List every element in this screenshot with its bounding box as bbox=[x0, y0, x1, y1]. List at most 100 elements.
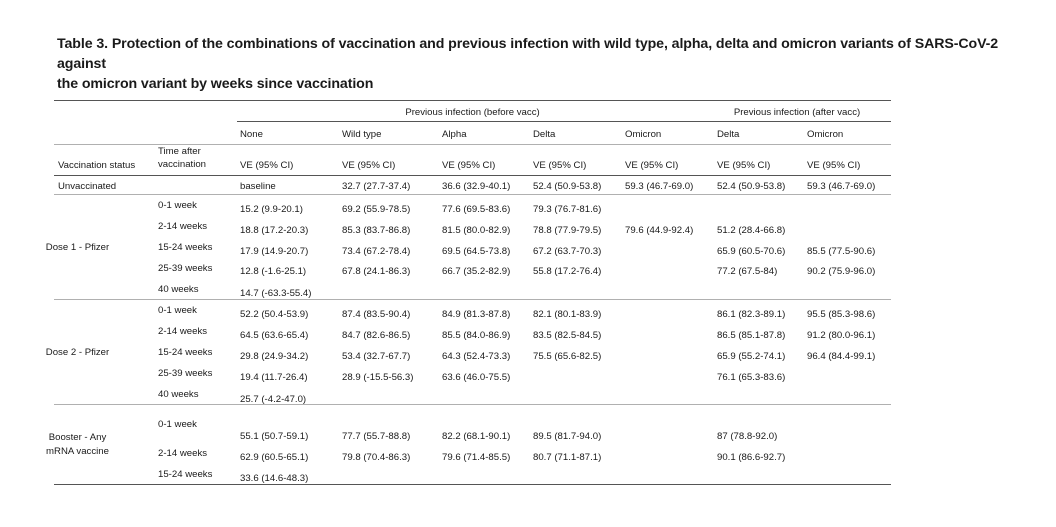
time-cell: 2-14 weeks bbox=[158, 326, 208, 337]
table-rule bbox=[54, 404, 891, 405]
table-cell: 65.9 (60.5-70.6) bbox=[717, 246, 786, 257]
table-rule bbox=[237, 121, 891, 122]
table-rule bbox=[54, 100, 891, 101]
caption-line-1: Table 3. Protection of the combinations … bbox=[57, 36, 999, 72]
table-cell: 25.7 (-4.2-47.0) bbox=[240, 394, 307, 405]
table-cell: 79.6 (44.9-92.4) bbox=[625, 225, 694, 236]
table-cell: 28.9 (-15.5-56.3) bbox=[342, 372, 414, 383]
time-cell: 15-24 weeks bbox=[158, 347, 213, 358]
table-cell: 85.3 (83.7-86.8) bbox=[342, 225, 411, 236]
table-cell: 79.6 (71.4-85.5) bbox=[442, 452, 511, 463]
table-cell: 14.7 (-63.3-55.4) bbox=[240, 288, 312, 299]
table-rule bbox=[54, 484, 891, 485]
time-header-line1: Time after bbox=[158, 146, 201, 157]
column-header: Omicron bbox=[807, 129, 844, 140]
column-header: Delta bbox=[533, 129, 556, 140]
table-cell: 86.1 (82.3-89.1) bbox=[717, 309, 786, 320]
group-header-before: Previous infection (before vacc) bbox=[405, 107, 540, 118]
time-cell: 0-1 week bbox=[158, 200, 197, 211]
table-rule bbox=[54, 194, 891, 195]
time-cell: 2-14 weeks bbox=[158, 221, 208, 232]
table-cell: 66.7 (35.2-82.9) bbox=[442, 266, 511, 277]
metric-header: VE (95% CI) bbox=[533, 160, 587, 171]
table-cell: 95.5 (85.3-98.6) bbox=[807, 309, 876, 320]
table-cell: 12.8 (-1.6-25.1) bbox=[240, 266, 307, 277]
table-cell: 78.8 (77.9-79.5) bbox=[533, 225, 602, 236]
table-cell: 36.6 (32.9-40.1) bbox=[442, 181, 511, 192]
time-cell: 25-39 weeks bbox=[158, 263, 213, 274]
time-cell: 15-24 weeks bbox=[158, 469, 213, 480]
time-cell: 40 weeks bbox=[158, 284, 199, 295]
table-cell: 67.2 (63.7-70.3) bbox=[533, 246, 602, 257]
column-header: Omicron bbox=[625, 129, 662, 140]
table-cell: 62.9 (60.5-65.1) bbox=[240, 452, 309, 463]
metric-header: VE (95% CI) bbox=[625, 160, 679, 171]
table-cell: 67.8 (24.1-86.3) bbox=[342, 266, 411, 277]
time-cell: 0-1 week bbox=[158, 305, 197, 316]
table-cell: 76.1 (65.3-83.6) bbox=[717, 372, 786, 383]
table-cell: 73.4 (67.2-78.4) bbox=[342, 246, 411, 257]
table-cell: 52.2 (50.4-53.9) bbox=[240, 309, 309, 320]
metric-header: VE (95% CI) bbox=[717, 160, 771, 171]
table-rule bbox=[54, 299, 891, 300]
vaccination-group-label: Dose 2 - Pfizer bbox=[45, 347, 110, 358]
table-cell: 52.4 (50.9-53.8) bbox=[717, 181, 786, 192]
table-cell: 19.4 (11.7-26.4) bbox=[240, 372, 308, 383]
status-header: Vaccination status bbox=[58, 160, 136, 171]
table-cell: 29.8 (24.9-34.2) bbox=[240, 351, 309, 362]
table-cell: 53.4 (32.7-67.7) bbox=[342, 351, 411, 362]
table-cell: 69.2 (55.9-78.5) bbox=[342, 204, 411, 215]
table-cell: 86.5 (85.1-87.8) bbox=[717, 330, 786, 341]
time-cell: 2-14 weeks bbox=[158, 448, 208, 459]
column-header: Wild type bbox=[342, 129, 382, 140]
caption-line-2: the omicron variant by weeks since vacci… bbox=[57, 76, 374, 92]
table-cell: 59.3 (46.7-69.0) bbox=[625, 181, 694, 192]
metric-header: VE (95% CI) bbox=[442, 160, 496, 171]
column-header: Alpha bbox=[442, 129, 467, 140]
table-cell: 77.6 (69.5-83.6) bbox=[442, 204, 511, 215]
table-cell: 32.7 (27.7-37.4) bbox=[342, 181, 411, 192]
table-cell: 55.1 (50.7-59.1) bbox=[240, 431, 309, 442]
time-cell: 40 weeks bbox=[158, 389, 199, 400]
table-cell: 52.4 (50.9-53.8) bbox=[533, 181, 602, 192]
vaccination-group-label: Dose 1 - Pfizer bbox=[45, 242, 110, 253]
table-cell: 96.4 (84.4-99.1) bbox=[807, 351, 876, 362]
table-cell: 90.1 (86.6-92.7) bbox=[717, 452, 786, 463]
table-cell: 84.9 (81.3-87.8) bbox=[442, 309, 511, 320]
table-cell: 79.8 (70.4-86.3) bbox=[342, 452, 411, 463]
table-cell: 82.2 (68.1-90.1) bbox=[442, 431, 511, 442]
table-rule bbox=[54, 175, 891, 176]
group-header-after: Previous infection (after vacc) bbox=[733, 107, 861, 118]
table-cell: 33.6 (14.6-48.3) bbox=[240, 473, 309, 484]
table-cell: 77.7 (55.7-88.8) bbox=[342, 431, 411, 442]
table-cell: 85.5 (77.5-90.6) bbox=[807, 246, 876, 257]
table-cell: 18.8 (17.2-20.3) bbox=[240, 225, 309, 236]
table-cell: 90.2 (75.9-96.0) bbox=[807, 266, 876, 277]
table-cell: 87.4 (83.5-90.4) bbox=[342, 309, 411, 320]
table-cell: 89.5 (81.7-94.0) bbox=[533, 431, 602, 442]
vaccination-group-label: Booster - Any bbox=[48, 432, 107, 443]
row-label-unvaccinated: Unvaccinated bbox=[58, 181, 117, 192]
vaccination-group-label-line2: mRNA vaccine bbox=[46, 446, 109, 457]
table-cell: 79.3 (76.7-81.6) bbox=[533, 204, 602, 215]
time-cell: 25-39 weeks bbox=[158, 368, 213, 379]
table-cell: 65.9 (55.2-74.1) bbox=[717, 351, 786, 362]
table-cell: 15.2 (9.9-20.1) bbox=[240, 204, 303, 215]
table-cell: 91.2 (80.0-96.1) bbox=[807, 330, 876, 341]
table-cell: 87 (78.8-92.0) bbox=[717, 431, 778, 442]
table-cell: 82.1 (80.1-83.9) bbox=[533, 309, 602, 320]
table-cell: 59.3 (46.7-69.0) bbox=[807, 181, 876, 192]
table-cell: 17.9 (14.9-20.7) bbox=[240, 246, 309, 257]
table-cell: 85.5 (84.0-86.9) bbox=[442, 330, 511, 341]
table-cell: 77.2 (67.5-84) bbox=[717, 266, 778, 277]
table-caption: Table 3. Protection of the combinations … bbox=[57, 34, 1047, 94]
table-cell: 51.2 (28.4-66.8) bbox=[717, 225, 786, 236]
column-header: None bbox=[240, 129, 263, 140]
metric-header: VE (95% CI) bbox=[240, 160, 294, 171]
table-cell: 81.5 (80.0-82.9) bbox=[442, 225, 511, 236]
time-cell: 0-1 week bbox=[158, 419, 197, 430]
table-cell: 55.8 (17.2-76.4) bbox=[533, 266, 602, 277]
table-cell: 75.5 (65.6-82.5) bbox=[533, 351, 602, 362]
table-cell: 83.5 (82.5-84.5) bbox=[533, 330, 602, 341]
table-cell: 64.3 (52.4-73.3) bbox=[442, 351, 511, 362]
